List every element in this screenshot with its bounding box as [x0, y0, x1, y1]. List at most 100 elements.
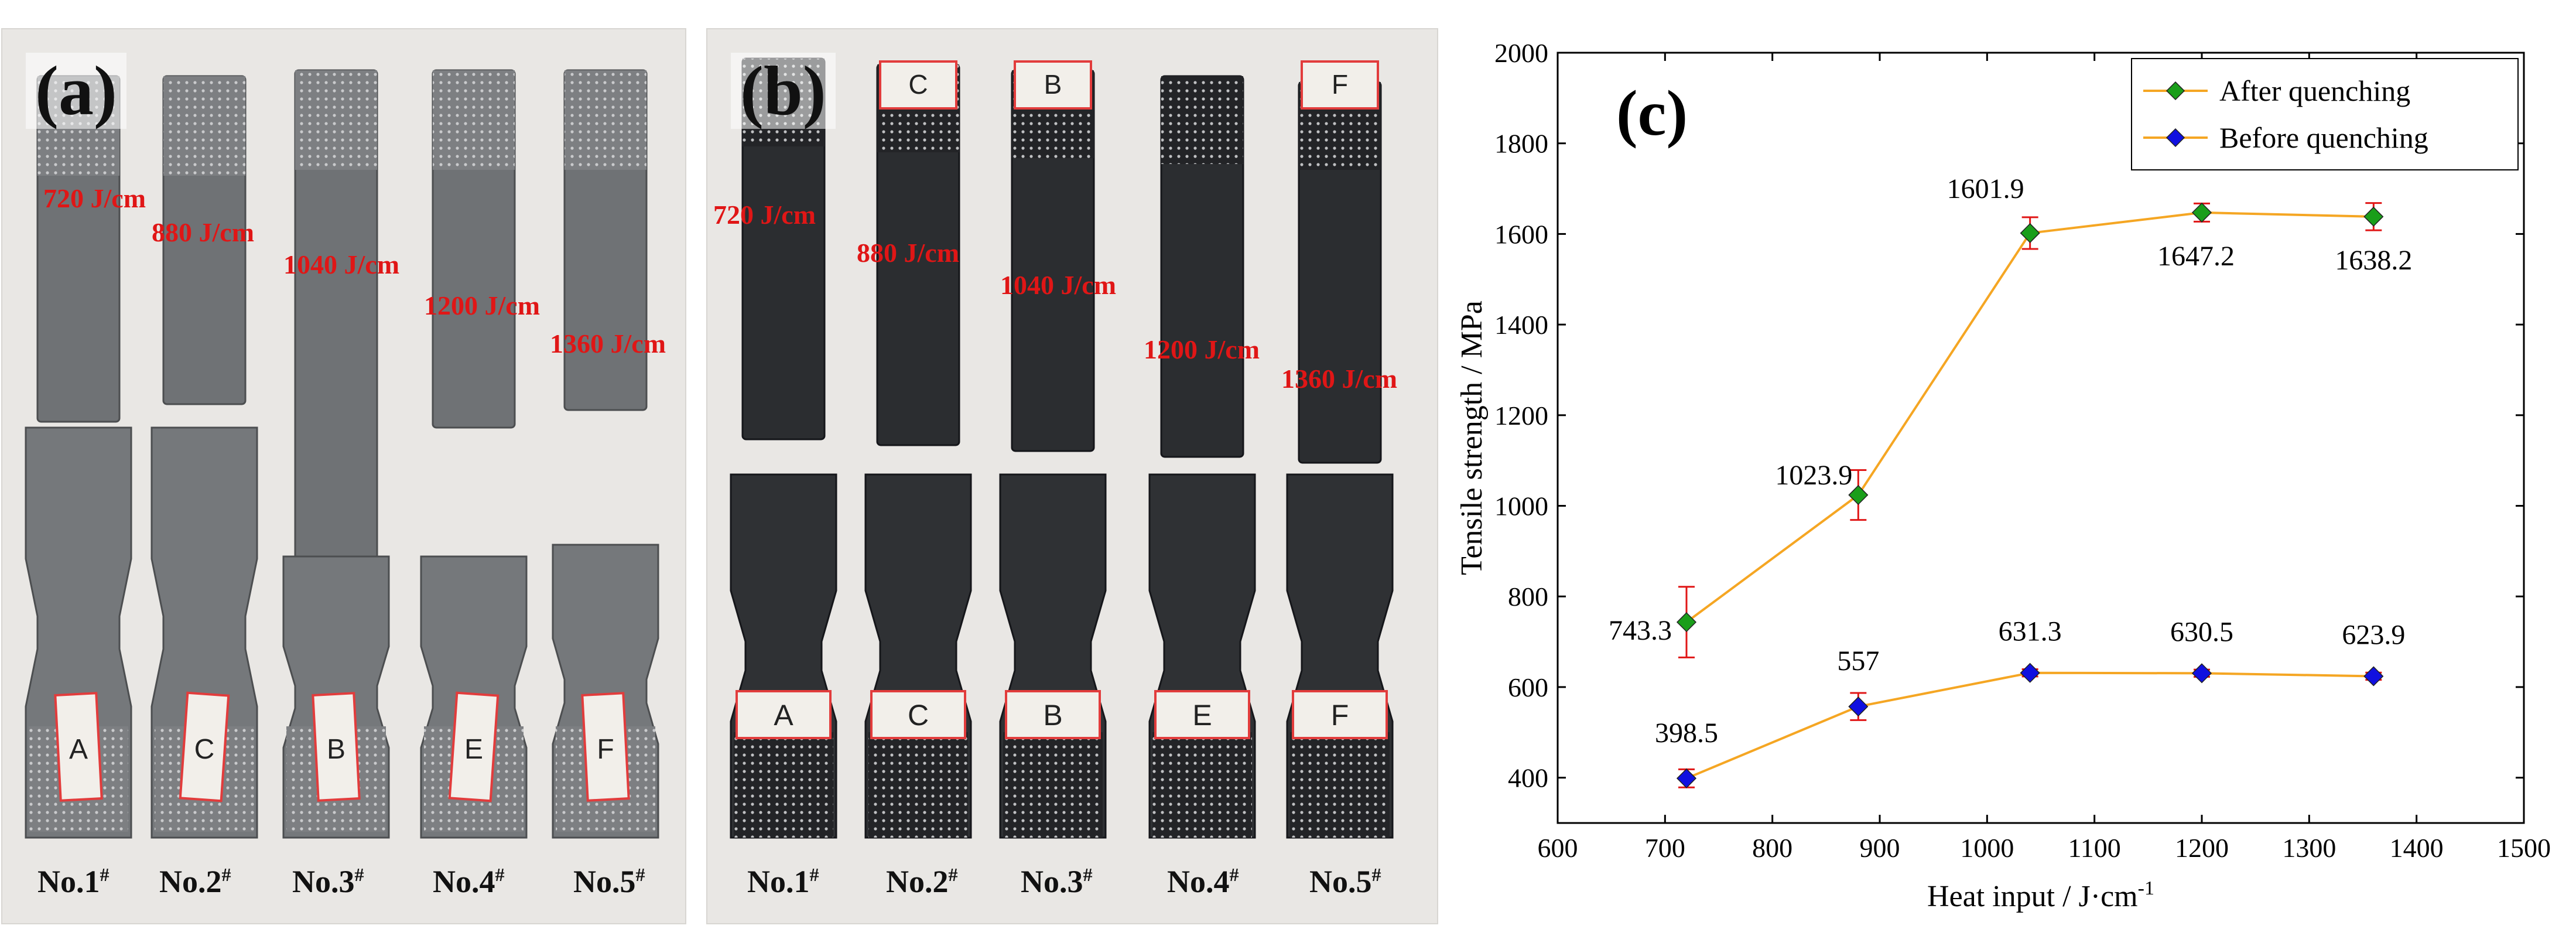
legend-entry: After quenching [2219, 74, 2410, 107]
data-label: 557 [1837, 646, 1879, 677]
specimen-b-grip-texture [1003, 732, 1103, 838]
data-point [2020, 223, 2040, 244]
specimen-a-label-tag [312, 692, 361, 802]
legend: After quenching Before quenching [2131, 58, 2519, 170]
x-axis-label-superscript: -1 [2138, 877, 2154, 899]
y-tick-label: 1200 [1494, 401, 1548, 431]
specimen-b-label-tag [1292, 690, 1388, 739]
panel-letter-a: (a) [26, 53, 126, 129]
specimen-b-top-mark: F [1332, 69, 1348, 100]
data-label: 1647.2 [2157, 241, 2235, 272]
specimen-b-grip-texture [868, 732, 968, 838]
heat-label-a-5: 1360 J/cm [550, 329, 666, 358]
x-tick-label: 1300 [2282, 833, 2336, 863]
panel-letter-b: (b) [731, 53, 836, 129]
y-tick-label: 1400 [1494, 310, 1548, 340]
heat-label-a-3: 1040 J/cm [283, 250, 400, 279]
data-label: 398.5 [1655, 718, 1718, 749]
x-axis-label: Heat input / J·cm-1 [1927, 877, 2154, 913]
specimen-b-grip-texture [1290, 732, 1390, 838]
specimen-a-mark: C [194, 734, 215, 765]
data-point [2191, 202, 2212, 223]
specimen-a-mark: E [464, 734, 483, 765]
y-tick-label: 600 [1508, 672, 1548, 702]
x-tick-label: 1000 [1960, 833, 2014, 863]
legend-box [2131, 58, 2519, 170]
data-label: 1638.2 [2335, 245, 2412, 276]
x-tick-label: 1100 [2068, 833, 2121, 863]
specimen-a-label-tag [179, 691, 230, 802]
number-label-a-5: No.5# [573, 864, 645, 899]
specimen-b-mark: C [908, 699, 929, 732]
data-label: 623.9 [2342, 619, 2405, 650]
panel-letter-c: (c) [1616, 77, 1688, 149]
plot-frame [1556, 52, 2525, 824]
series-line-before-quenching [1686, 671, 2374, 780]
specimen-a-grip-texture [295, 70, 377, 170]
number-label-a-1: No.1# [37, 864, 110, 899]
data-label: 1023.9 [1775, 460, 1852, 491]
data-point [1848, 696, 1869, 717]
number-label-b-2: No.2# [886, 864, 958, 899]
legend-marker [2166, 81, 2185, 101]
specimen-b-mark: B [1043, 699, 1062, 732]
heat-label-b-4: 1200 J/cm [1144, 334, 1260, 364]
y-tick-label: 800 [1508, 582, 1548, 612]
data-point [1848, 484, 1869, 506]
legend-marker [2166, 128, 2185, 148]
specimen-b-label-tag [1154, 690, 1250, 739]
specimen-b-mark: A [774, 699, 793, 732]
heat-label-b-2: 880 J/cm [857, 238, 960, 268]
data-point [2363, 666, 2384, 687]
specimen-a-grip-texture [565, 70, 646, 170]
specimen-b-top-tag [1301, 60, 1379, 110]
y-tick-label: 2000 [1494, 38, 1548, 68]
specimen-b-top-mark: B [1044, 69, 1062, 100]
y-tick-label: 1600 [1494, 219, 1548, 249]
data-point [1676, 612, 1697, 633]
specimen-b-grip-texture [734, 732, 833, 838]
data-point [1676, 768, 1697, 788]
specimen-a-mark: F [597, 734, 614, 765]
y-tick-label: 400 [1508, 763, 1548, 793]
number-label-b-1: No.1# [747, 864, 819, 899]
tensile-strength-chart: 600 700 800 900 1000 1100 1200 1300 1400 1500 400 6… [1455, 38, 2551, 913]
x-tick-label: 600 [1538, 833, 1578, 863]
heat-label-a-2: 880 J/cm [152, 217, 255, 247]
specimen-b-top-tag [1014, 60, 1092, 110]
number-label-a-3: No.3# [292, 864, 364, 899]
specimen-b-mark: F [1331, 699, 1349, 732]
data-label: 631.3 [1999, 616, 2062, 647]
specimen-b-top-tag [879, 60, 957, 110]
x-tick-label: 800 [1752, 833, 1792, 863]
specimen-a-mark: A [69, 734, 88, 765]
data-label: 743.3 [1609, 615, 1672, 646]
heat-label-b-3: 1040 J/cm [1000, 270, 1117, 300]
specimen-b-mark: E [1192, 699, 1212, 732]
y-tick-label: 1000 [1494, 491, 1548, 521]
photo-panel-b: A C B E F C B F (b) 720 J/cm 880 J/cm 1040 J/cm… [706, 28, 1438, 924]
x-tick-label: 1200 [2175, 833, 2229, 863]
x-tick-label: 1500 [2497, 833, 2551, 863]
data-point [2020, 662, 2040, 683]
number-label-a-2: No.2# [159, 864, 231, 899]
specimen-a-label-tag [581, 692, 630, 802]
data-label: 1601.9 [1947, 173, 2024, 204]
data-point [2191, 663, 2212, 684]
specimen-a-label-tag [54, 692, 103, 802]
number-label-b-4: No.4# [1167, 864, 1239, 899]
heat-label-b-5: 1360 J/cm [1281, 364, 1398, 394]
x-tick-label: 1400 [2390, 833, 2444, 863]
specimen-a-label-tag [448, 691, 500, 802]
x-tick-label: 900 [1860, 833, 1900, 863]
heat-label-a-4: 1200 J/cm [424, 291, 540, 320]
number-label-a-4: No.4# [433, 864, 505, 899]
series-line-after-quenching [1685, 211, 2374, 623]
heat-label-b-1: 720 J/cm [713, 200, 816, 230]
heat-label-a-1: 720 J/cm [43, 183, 146, 213]
specimen-b-grip-texture [1161, 76, 1243, 164]
x-tick-label: 700 [1645, 833, 1685, 863]
data-label: 630.5 [2170, 616, 2233, 647]
specimen-a-mark: B [327, 734, 345, 765]
